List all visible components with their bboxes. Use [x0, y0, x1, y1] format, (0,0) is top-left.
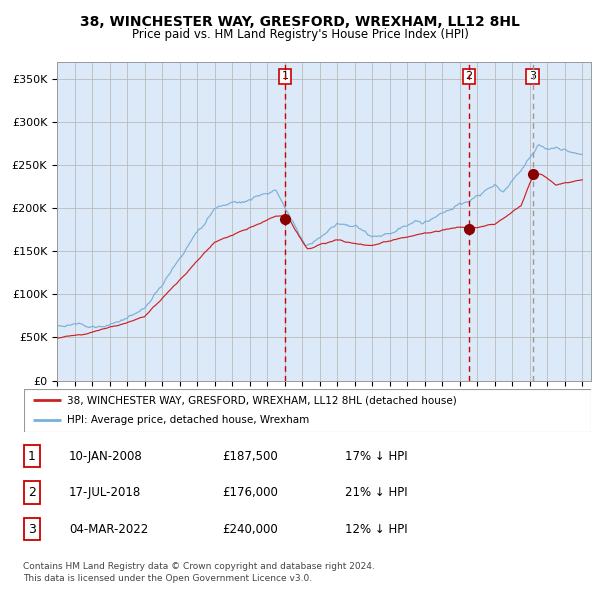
Text: 2: 2: [28, 486, 36, 499]
Text: HPI: Average price, detached house, Wrexham: HPI: Average price, detached house, Wrex…: [67, 415, 309, 425]
Text: 3: 3: [529, 71, 536, 81]
Text: 17-JUL-2018: 17-JUL-2018: [69, 486, 141, 499]
Text: 04-MAR-2022: 04-MAR-2022: [69, 523, 148, 536]
Text: £176,000: £176,000: [222, 486, 278, 499]
Text: 3: 3: [28, 523, 36, 536]
Text: 38, WINCHESTER WAY, GRESFORD, WREXHAM, LL12 8HL (detached house): 38, WINCHESTER WAY, GRESFORD, WREXHAM, L…: [67, 395, 456, 405]
Text: 10-JAN-2008: 10-JAN-2008: [69, 450, 143, 463]
Text: £187,500: £187,500: [222, 450, 278, 463]
Text: 1: 1: [281, 71, 289, 81]
Text: 12% ↓ HPI: 12% ↓ HPI: [345, 523, 407, 536]
Text: 1: 1: [28, 450, 36, 463]
Text: £240,000: £240,000: [222, 523, 278, 536]
Text: 17% ↓ HPI: 17% ↓ HPI: [345, 450, 407, 463]
Text: Contains HM Land Registry data © Crown copyright and database right 2024.
This d: Contains HM Land Registry data © Crown c…: [23, 562, 374, 583]
Text: Price paid vs. HM Land Registry's House Price Index (HPI): Price paid vs. HM Land Registry's House …: [131, 28, 469, 41]
Text: 2: 2: [466, 71, 473, 81]
Text: 21% ↓ HPI: 21% ↓ HPI: [345, 486, 407, 499]
Text: 38, WINCHESTER WAY, GRESFORD, WREXHAM, LL12 8HL: 38, WINCHESTER WAY, GRESFORD, WREXHAM, L…: [80, 15, 520, 29]
